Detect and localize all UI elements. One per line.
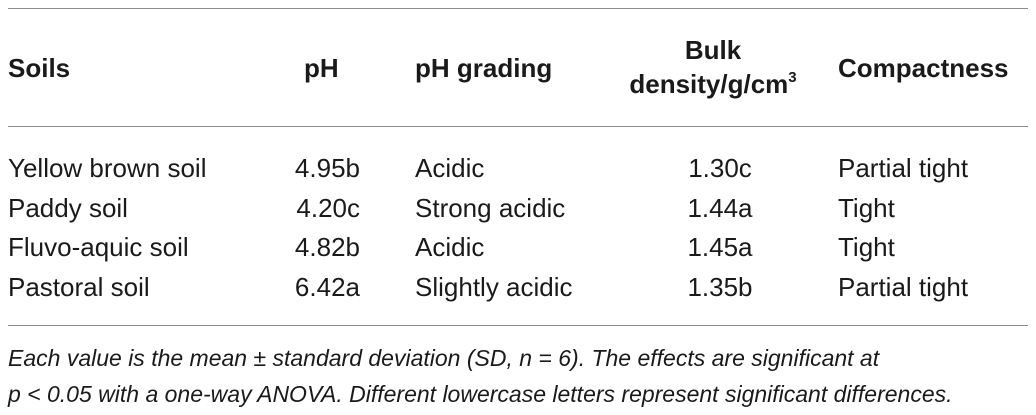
table-top-rule (8, 8, 1028, 9)
cell-bulk-density: 1.45a (687, 232, 753, 262)
cell-ph: 4.95b (294, 153, 360, 183)
header-ph-grading: pH grading (415, 53, 553, 83)
cell-ph: 4.82b (294, 232, 360, 262)
cell-soil: Yellow brown soil (8, 153, 207, 183)
header-compactness: Compactness (838, 53, 1009, 83)
cell-ph-grading: Acidic (415, 232, 485, 262)
cell-compactness: Tight (838, 193, 895, 223)
table-bottom-rule (8, 325, 1028, 326)
footnote-line-2: p < 0.05 with a one-way ANOVA. Different… (8, 381, 953, 407)
cell-compactness: Partial tight (838, 153, 969, 183)
cell-soil: Fluvo-aquic soil (8, 232, 189, 262)
cell-soil: Pastoral soil (8, 272, 150, 302)
cell-bulk-density: 1.44a (687, 193, 753, 223)
header-soils: Soils (8, 53, 71, 83)
cell-ph-grading: Strong acidic (415, 193, 566, 223)
table-footnote: Each value is the mean ± standard deviat… (8, 340, 1032, 412)
cell-compactness: Tight (838, 232, 895, 262)
cell-ph-grading: Slightly acidic (415, 272, 573, 302)
header-bulk-line2: density/g/cm (629, 69, 789, 99)
header-bulk-line1: Bulk (684, 35, 742, 65)
header-bottom-rule (8, 126, 1028, 127)
cell-ph: 4.20c (296, 193, 360, 223)
cell-ph: 6.42a (294, 272, 360, 302)
header-bulk-superscript: 3 (788, 69, 797, 86)
header-bulk-density: Bulk density/g/cm3 (610, 33, 816, 101)
footnote-line-1: Each value is the mean ± standard deviat… (8, 345, 880, 371)
cell-compactness: Partial tight (838, 272, 969, 302)
header-ph: pH (304, 53, 339, 83)
cell-bulk-density: 1.35b (687, 272, 753, 302)
cell-soil: Paddy soil (8, 193, 128, 223)
cell-ph-grading: Acidic (415, 153, 485, 183)
cell-bulk-density: 1.30c (688, 153, 752, 183)
